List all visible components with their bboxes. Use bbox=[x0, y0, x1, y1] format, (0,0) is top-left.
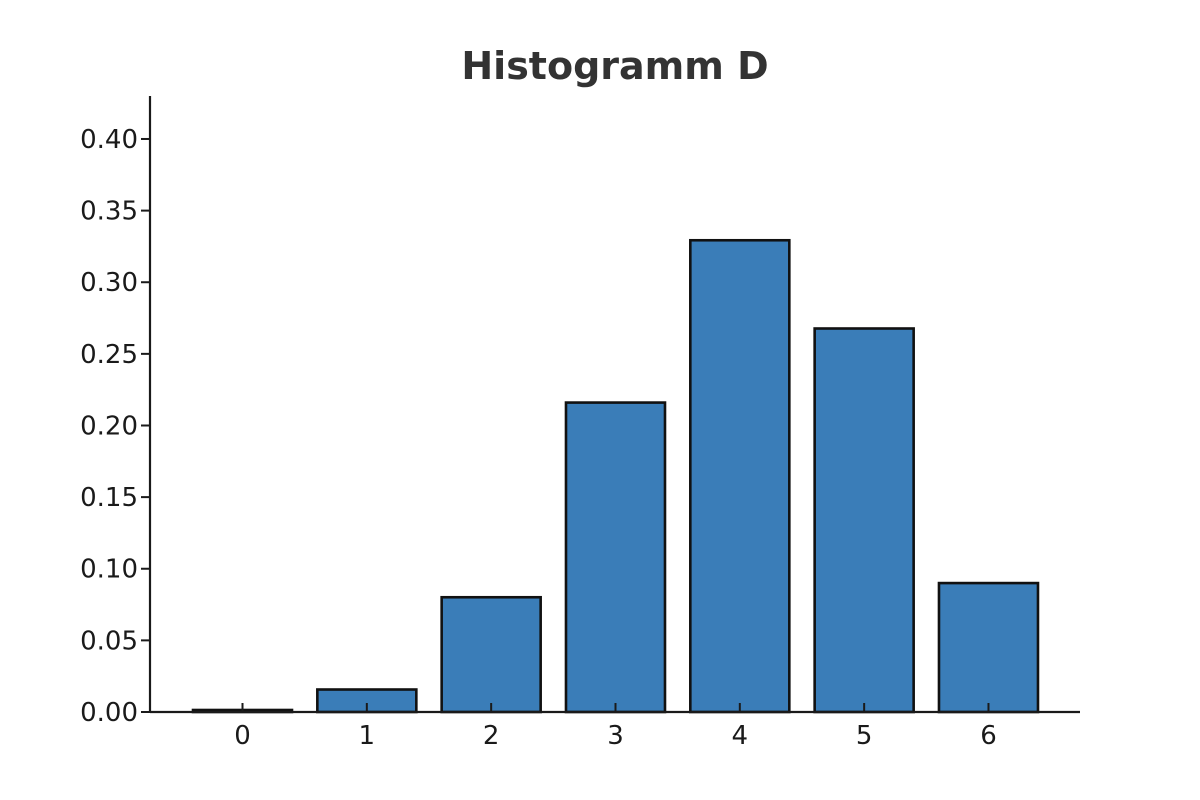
x-tick-label: 2 bbox=[483, 721, 500, 751]
chart-title: Histogramm D bbox=[461, 44, 768, 88]
x-tick-label: 5 bbox=[856, 721, 873, 751]
y-tick-label: 0.10 bbox=[80, 555, 138, 585]
x-tick-label: 0 bbox=[234, 721, 251, 751]
y-tick-label: 0.35 bbox=[80, 197, 138, 227]
bars-group bbox=[191, 238, 1040, 714]
x-tick-label: 4 bbox=[732, 721, 749, 751]
x-tick-label: 1 bbox=[359, 721, 376, 751]
y-axis-ticks: 0.00 0.05 0.10 0.15 0.20 0.25 0.30 0.35 0.40 bbox=[80, 125, 150, 728]
bar-6 bbox=[937, 581, 1040, 714]
x-tick-label: 6 bbox=[980, 721, 997, 751]
bar-4 bbox=[689, 238, 791, 714]
y-tick-label: 0.15 bbox=[80, 483, 138, 513]
y-tick-label: 0.20 bbox=[80, 411, 138, 441]
y-tick-label: 0.00 bbox=[80, 698, 138, 728]
y-tick-label: 0.40 bbox=[80, 125, 138, 155]
y-tick-label: 0.25 bbox=[80, 340, 138, 370]
bar-3 bbox=[564, 401, 667, 714]
bar-5 bbox=[813, 327, 915, 714]
bar-2 bbox=[440, 595, 542, 714]
x-axis-ticks: 0 1 2 3 4 5 6 bbox=[234, 703, 997, 751]
y-tick-label: 0.30 bbox=[80, 268, 138, 298]
x-tick-label: 3 bbox=[607, 721, 624, 751]
y-tick-label: 0.05 bbox=[80, 626, 138, 656]
